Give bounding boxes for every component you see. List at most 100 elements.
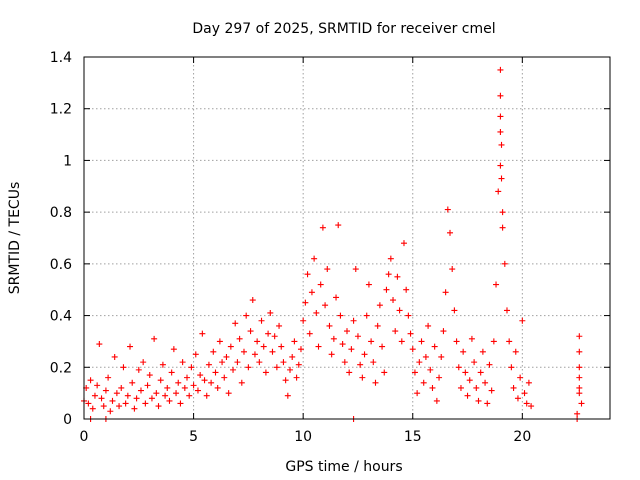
data-point xyxy=(265,330,272,337)
data-point xyxy=(475,397,482,404)
data-point xyxy=(449,266,456,273)
data-point xyxy=(497,162,504,169)
y-tick-label: 1.2 xyxy=(50,102,72,118)
plot-frame xyxy=(83,56,611,420)
data-point xyxy=(328,351,335,358)
data-point xyxy=(289,353,296,360)
chart-title: Day 297 of 2025, SRMTID for receiver cme… xyxy=(192,21,495,37)
data-point xyxy=(199,330,206,337)
data-point xyxy=(192,351,199,358)
y-tick-label: 0.2 xyxy=(50,360,72,376)
data-point xyxy=(269,348,276,355)
data-point xyxy=(184,374,191,381)
data-point xyxy=(576,333,583,340)
data-point xyxy=(497,113,504,120)
y-tick-label: 0.4 xyxy=(50,309,72,325)
data-point xyxy=(236,335,243,342)
data-point xyxy=(431,343,438,350)
data-point xyxy=(416,359,423,366)
data-point xyxy=(133,395,140,402)
data-point xyxy=(151,335,158,342)
data-point xyxy=(398,338,405,345)
data-point xyxy=(374,322,381,329)
data-point xyxy=(427,366,434,373)
data-point xyxy=(140,359,147,366)
data-point xyxy=(387,255,394,262)
data-point xyxy=(519,317,526,324)
data-point xyxy=(482,379,489,386)
data-point xyxy=(344,328,350,335)
data-point xyxy=(85,400,92,407)
scatter-series-srmtid xyxy=(81,66,585,422)
data-point xyxy=(153,390,160,397)
data-point xyxy=(137,387,144,394)
data-point xyxy=(122,400,129,407)
data-point xyxy=(497,128,504,135)
data-point xyxy=(284,392,291,399)
data-point xyxy=(503,307,510,314)
data-point xyxy=(144,382,151,389)
data-point xyxy=(240,348,247,355)
data-point xyxy=(205,361,212,368)
data-point xyxy=(162,392,169,399)
data-point xyxy=(337,312,344,319)
data-point xyxy=(330,335,337,342)
data-point xyxy=(357,361,364,368)
data-point xyxy=(498,141,505,148)
data-point xyxy=(107,408,114,415)
data-point xyxy=(438,353,445,360)
data-point xyxy=(129,379,136,386)
data-point xyxy=(317,281,324,288)
data-point xyxy=(418,338,425,345)
data-point xyxy=(468,335,475,342)
data-point xyxy=(256,359,263,366)
data-point xyxy=(440,328,447,335)
data-point xyxy=(477,369,484,376)
x-tick-label: 0 xyxy=(80,429,89,445)
data-point xyxy=(311,255,318,262)
data-point xyxy=(297,346,304,353)
data-point xyxy=(287,366,294,373)
data-point xyxy=(116,403,123,410)
data-point xyxy=(234,359,241,366)
data-point xyxy=(442,289,449,296)
data-point xyxy=(488,387,495,394)
data-point xyxy=(216,338,223,345)
data-point xyxy=(365,281,372,288)
data-point xyxy=(453,338,460,345)
data-point xyxy=(501,260,508,267)
data-point xyxy=(508,364,515,371)
data-point xyxy=(219,359,226,366)
data-point xyxy=(245,364,252,371)
data-point xyxy=(350,317,357,324)
data-point xyxy=(376,302,383,309)
data-point xyxy=(464,392,471,399)
data-point xyxy=(498,175,505,182)
data-point xyxy=(225,390,232,397)
data-point xyxy=(521,390,528,397)
data-point xyxy=(164,384,171,391)
y-tick-label: 1 xyxy=(63,153,72,169)
data-point xyxy=(212,369,219,376)
data-point xyxy=(173,390,180,397)
data-point xyxy=(493,281,500,288)
data-point xyxy=(385,271,392,278)
data-point xyxy=(394,273,401,280)
data-point xyxy=(405,312,412,319)
data-point xyxy=(308,289,315,296)
data-point xyxy=(194,387,201,394)
data-point xyxy=(525,379,532,386)
data-point xyxy=(251,351,258,358)
data-point xyxy=(497,66,504,73)
data-point xyxy=(466,377,473,384)
data-point xyxy=(190,382,197,389)
data-point xyxy=(339,341,346,348)
data-point xyxy=(346,369,353,376)
data-point xyxy=(271,333,278,340)
data-point xyxy=(124,392,131,399)
data-point xyxy=(201,377,208,384)
data-point xyxy=(354,333,361,340)
data-point xyxy=(181,384,188,391)
data-point xyxy=(313,309,320,316)
data-point xyxy=(576,374,583,381)
